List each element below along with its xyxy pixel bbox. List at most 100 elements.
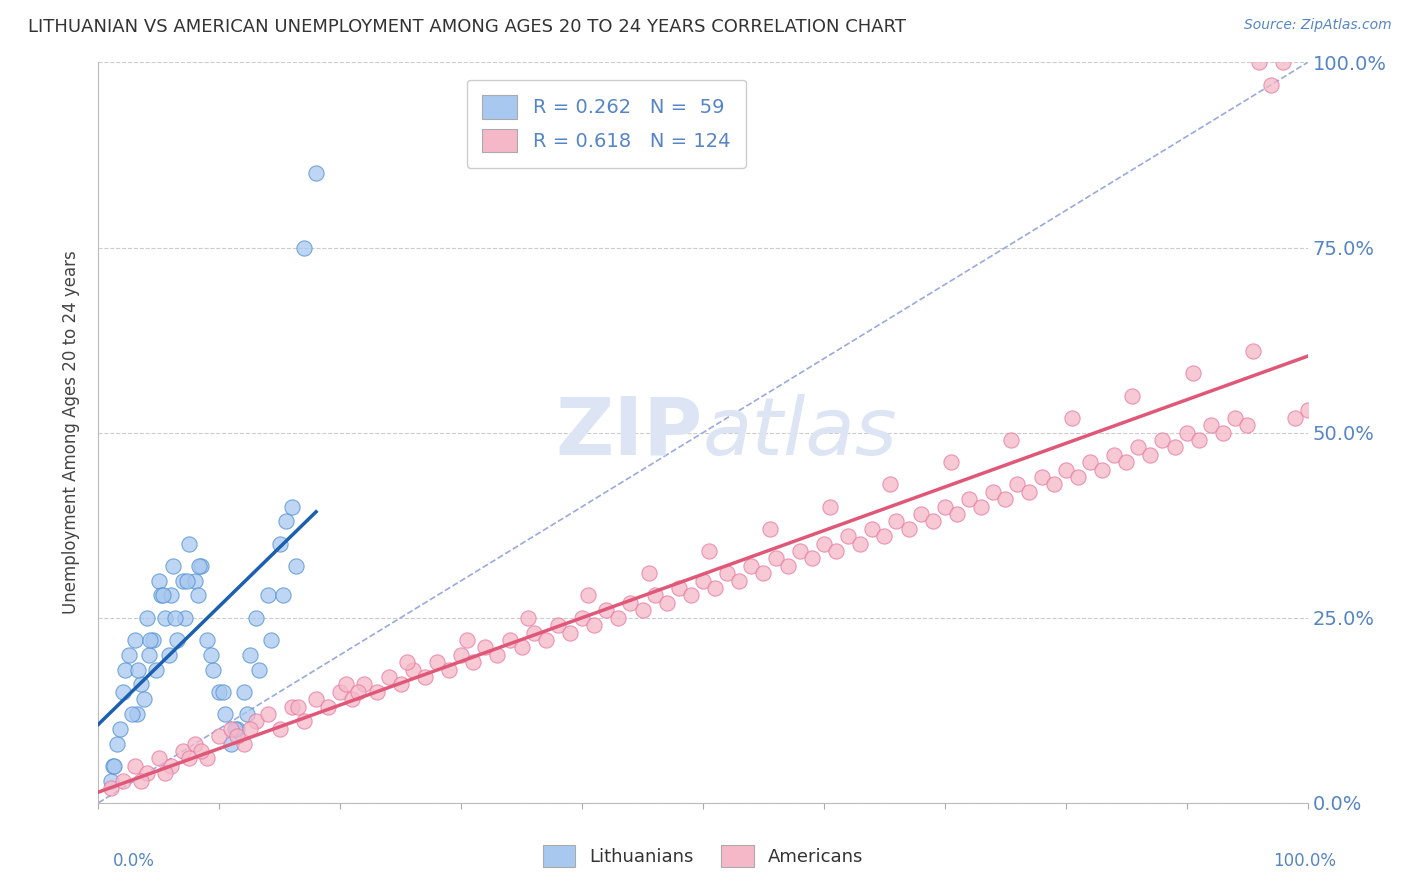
Point (897, 522, 920, 536)
Point (256, 589, 278, 603)
Point (166, 632, 188, 647)
Point (1121, 388, 1143, 402)
Point (1199, 418, 1222, 433)
Point (886, 515, 908, 529)
Point (187, 589, 209, 603)
Point (1115, 455, 1137, 469)
Point (921, 515, 943, 529)
Point (1296, 403, 1319, 417)
Point (934, 500, 956, 514)
Point (305, 166, 328, 180)
Point (1175, 425, 1198, 440)
Point (281, 699, 304, 714)
Point (108, 722, 131, 736)
Point (245, 610, 267, 624)
Point (226, 722, 249, 736)
Point (226, 729, 249, 743)
Point (273, 589, 295, 603)
Point (148, 574, 170, 588)
Point (224, 722, 246, 736)
Point (195, 751, 218, 765)
Point (655, 596, 678, 610)
Point (172, 574, 194, 588)
Point (474, 640, 496, 655)
Point (1067, 470, 1090, 484)
Point (523, 625, 546, 640)
Point (292, 714, 315, 729)
Point (160, 758, 183, 772)
Point (450, 648, 472, 662)
Point (200, 648, 222, 662)
Point (619, 596, 641, 610)
Point (1260, 78, 1282, 92)
Point (190, 558, 212, 573)
Point (849, 536, 872, 550)
Point (118, 648, 141, 662)
Point (127, 706, 149, 721)
Text: ZIP: ZIP (555, 393, 703, 472)
Point (402, 663, 425, 677)
Point (145, 663, 167, 677)
Point (305, 692, 328, 706)
Point (150, 589, 173, 603)
Point (162, 558, 184, 573)
Point (232, 737, 254, 751)
Point (1152, 433, 1174, 447)
Point (142, 632, 165, 647)
Point (516, 610, 538, 624)
Point (160, 589, 183, 603)
Point (1000, 433, 1022, 447)
Point (148, 751, 170, 765)
Point (716, 566, 738, 581)
Point (510, 640, 533, 655)
Point (765, 551, 787, 566)
Point (637, 566, 659, 581)
Point (269, 536, 291, 550)
Point (879, 477, 901, 491)
Point (1236, 418, 1258, 433)
Point (111, 685, 134, 699)
Point (208, 685, 231, 699)
Point (789, 544, 811, 558)
Point (221, 737, 243, 751)
Point (981, 484, 1004, 499)
Point (114, 663, 136, 677)
Point (124, 758, 146, 772)
Point (184, 737, 207, 751)
Point (316, 699, 339, 714)
Point (1284, 410, 1306, 425)
Point (395, 655, 418, 669)
Point (212, 685, 235, 699)
Point (157, 648, 180, 662)
Point (547, 618, 569, 632)
Point (1223, 410, 1246, 425)
Point (668, 581, 690, 595)
Point (121, 706, 143, 721)
Point (101, 758, 124, 772)
Point (174, 610, 197, 624)
Point (190, 744, 212, 758)
Point (498, 632, 520, 647)
Point (1102, 448, 1125, 462)
Point (342, 692, 364, 706)
Point (347, 685, 370, 699)
Point (679, 589, 702, 603)
Point (534, 632, 557, 647)
Point (179, 536, 201, 550)
Point (163, 610, 186, 624)
Point (463, 655, 485, 669)
Point (389, 677, 412, 691)
Point (1091, 462, 1114, 476)
Point (860, 522, 883, 536)
Point (413, 670, 436, 684)
Point (728, 574, 751, 588)
Point (607, 610, 630, 624)
Point (139, 632, 162, 647)
Point (576, 589, 599, 603)
Point (437, 663, 460, 677)
Point (1181, 367, 1204, 381)
Point (1212, 425, 1234, 440)
Point (1241, 344, 1264, 359)
Point (970, 500, 993, 514)
Point (247, 663, 270, 677)
